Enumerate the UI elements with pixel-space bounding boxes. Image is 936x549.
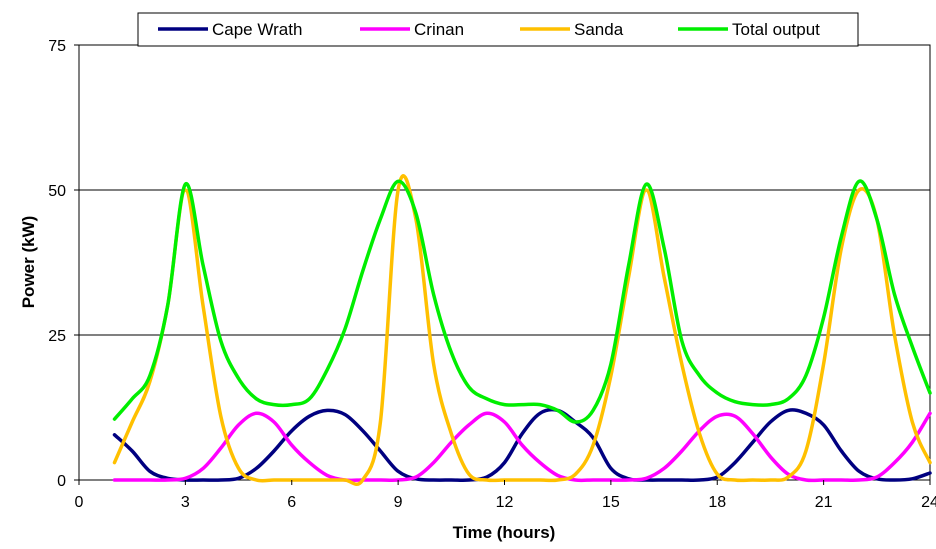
y-tick-label: 25 [48, 328, 66, 345]
y-axis-title: Power (kW) [19, 216, 38, 309]
y-tick-label: 75 [48, 38, 66, 55]
legend-label-sanda: Sanda [574, 20, 624, 39]
legend-label-total-output: Total output [732, 20, 820, 39]
x-tick-label: 9 [394, 494, 403, 511]
series-line-total-output [112, 179, 932, 424]
x-tick-label: 24 [921, 494, 936, 511]
x-tick-label: 15 [602, 494, 620, 511]
y-axis-ticks: 0 25 50 75 [48, 38, 79, 490]
y-tick-label: 50 [48, 183, 66, 200]
legend-label-cape-wrath: Cape Wrath [212, 20, 302, 39]
x-tick-label: 3 [181, 494, 190, 511]
x-tick-label: 6 [287, 494, 296, 511]
y-tick-label: 0 [57, 473, 66, 490]
series-layer [112, 174, 932, 487]
x-tick-label: 18 [708, 494, 726, 511]
x-axis-title: Time (hours) [453, 523, 556, 542]
legend-label-crinan: Crinan [414, 20, 464, 39]
legend-box [137, 12, 859, 47]
x-tick-label: 21 [815, 494, 833, 511]
series-line-crinan [112, 411, 932, 483]
x-axis-ticks: 0 3 6 9 12 15 18 21 24 [75, 480, 936, 511]
series-line-cape-wrath [112, 407, 932, 482]
legend: Cape Wrath Crinan Sanda Total output [137, 12, 859, 47]
series-line-sanda [112, 174, 932, 487]
x-tick-label: 12 [496, 494, 514, 511]
x-tick-label: 0 [75, 494, 84, 511]
